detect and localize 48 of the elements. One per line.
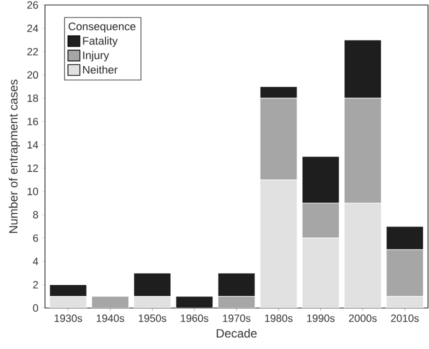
x-tick-label: 1990s [307,314,335,322]
bar [134,272,172,297]
legend-title: Consequence [68,22,136,32]
bar [302,156,340,204]
y-tick-label: 24 [27,24,38,32]
x-tick-label: 1980s [265,314,293,322]
x-tick-label: 2010s [391,314,419,322]
bar [92,296,129,308]
bar [386,249,424,297]
y-tick-label: 20 [27,71,38,79]
y-tick-label: 12 [28,164,38,172]
y-tick-label: 26 [27,1,38,9]
y-tick-label: 6 [33,234,38,242]
x-tick-label: 1970s [222,314,250,322]
bar [302,238,340,308]
x-tick-label: 1940s [96,314,124,322]
y-tick-label: 4 [32,258,38,265]
y-tick-label: 14 [28,141,38,148]
y-tick-label: 22 [27,48,38,56]
y-tick-label: 8 [33,211,38,218]
legend-label: Injury [83,51,110,62]
y-tick-label: 16 [28,118,38,126]
x-tick-label: 2000s [348,314,377,322]
x-tick-label: 1950s [138,314,166,322]
legend-label: Fatality [83,36,118,47]
x-tick-label: 1930s [54,314,82,322]
y-axis-title: Number of entrapment cases [8,80,20,233]
bar [386,296,424,308]
bar [344,98,382,204]
bar [344,203,382,308]
bar [344,40,382,99]
bar [134,296,171,308]
legend-label: Neither [83,66,118,74]
bar [302,202,340,238]
bar [218,296,256,308]
bar [50,296,87,308]
bar [260,180,298,308]
y-tick-label: 18 [28,94,38,102]
x-tick-label: 1960s [180,314,208,322]
bar [260,98,298,180]
y-tick-label: 0 [33,304,38,312]
x-axis-title: Decade [216,328,257,338]
y-tick-label: 2 [33,281,38,288]
bar [260,86,298,99]
bar [386,226,424,250]
bar [218,272,256,297]
bar [49,284,87,297]
y-tick-label: 10 [28,188,38,196]
